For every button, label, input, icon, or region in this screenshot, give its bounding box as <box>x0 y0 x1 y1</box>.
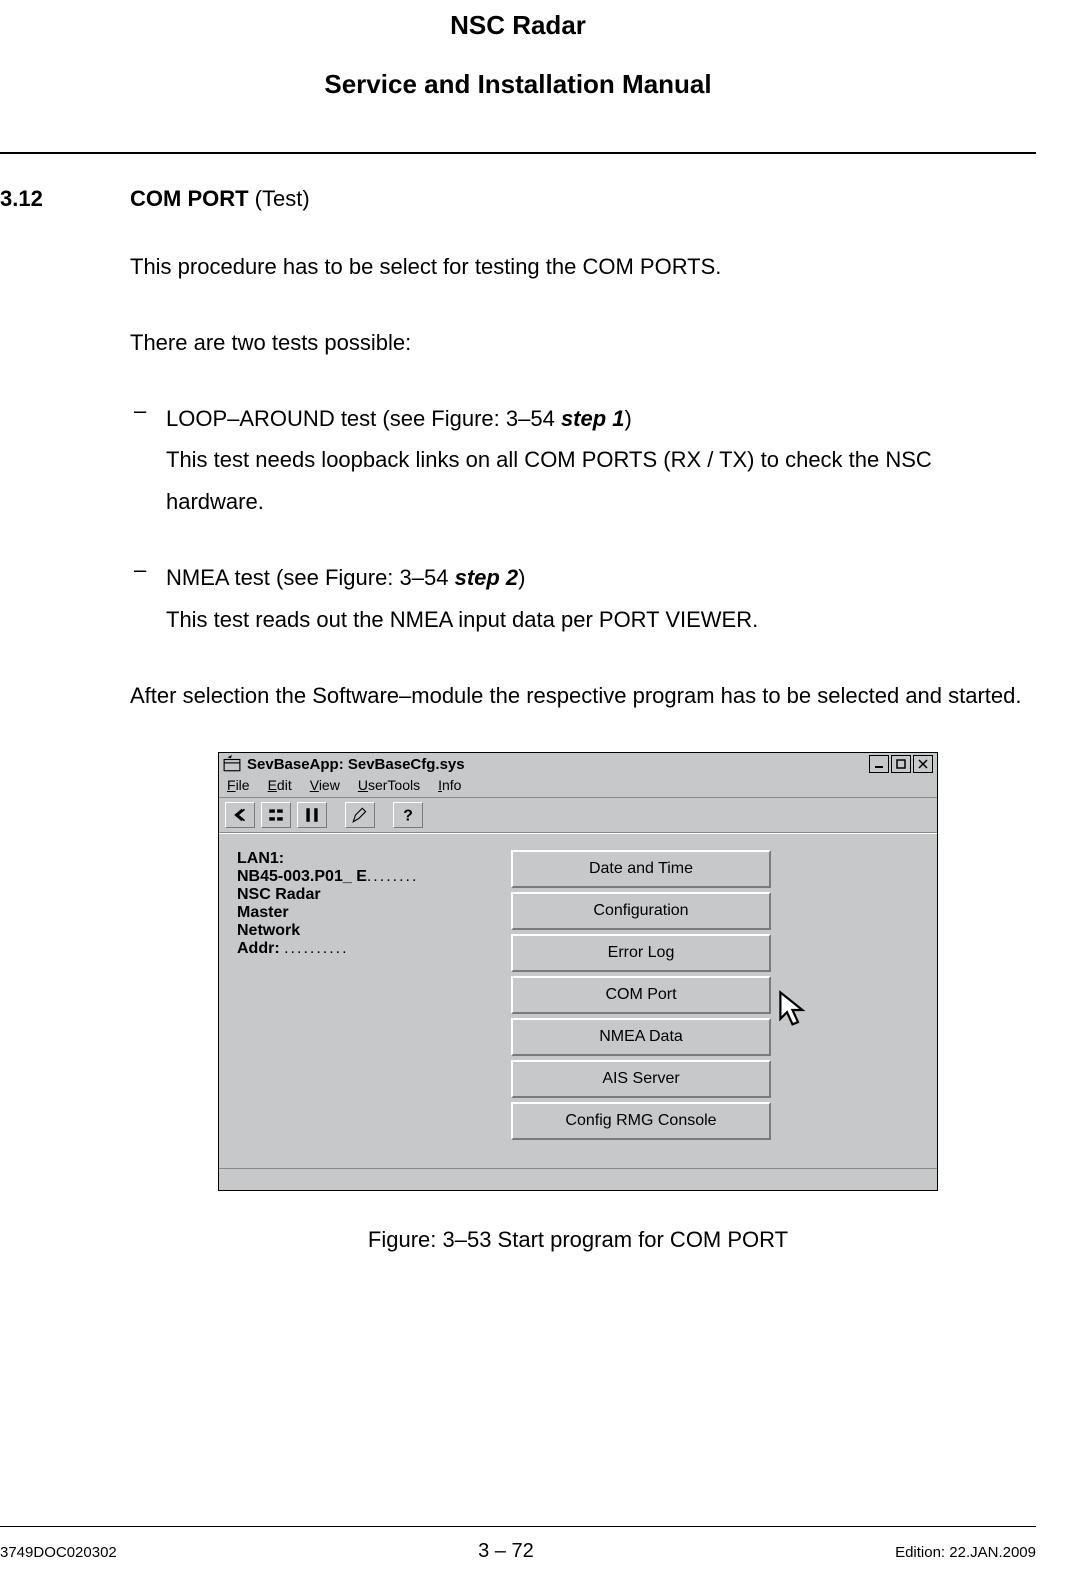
maximize-button[interactable] <box>891 755 911 773</box>
doc-subtitle: Service and Installation Manual <box>0 69 1036 100</box>
menu-edit[interactable]: Edit <box>268 777 292 793</box>
toolbar-back-button[interactable] <box>225 802 255 828</box>
toolbar-help-button[interactable]: ? <box>393 802 423 828</box>
client-area: LAN1: NB45-003.P01_ E........ NSC Radar … <box>219 833 937 1168</box>
menu-view[interactable]: View <box>310 777 340 793</box>
figure-caption: Figure: 3–53 Start program for COM PORT <box>130 1227 1026 1253</box>
page-footer: 3749DOC020302 3 – 72 Edition: 22.JAN.200… <box>0 1540 1036 1563</box>
doc-title: NSC Radar <box>0 10 1036 41</box>
configuration-button[interactable]: Configuration <box>511 892 771 930</box>
info-panel: LAN1: NB45-003.P01_ E........ NSC Radar … <box>237 850 487 1140</box>
menu-ut-r: serTools <box>368 777 420 793</box>
toolbar: ? <box>219 797 937 833</box>
bullet-1-strong: step 1 <box>561 406 625 431</box>
bullet-2-line1: NMEA test (see Figure: 3–54 step 2) <box>166 557 758 599</box>
app-window: SevBaseApp: SevBaseCfg.sys File Edit Vie… <box>218 752 938 1191</box>
section-number: 3.12 <box>0 186 130 212</box>
bullet-2-dash: – <box>130 557 166 641</box>
footer-center: 3 – 72 <box>478 1540 534 1563</box>
menu-usertools[interactable]: UserTools <box>358 777 420 793</box>
error-log-button[interactable]: Error Log <box>511 934 771 972</box>
info-addr: Addr: <box>237 940 280 957</box>
menu-view-r: iew <box>319 777 340 793</box>
info-nb-row: NB45-003.P01_ E........ <box>237 868 487 886</box>
toolbar-bars-button[interactable] <box>297 802 327 828</box>
intro-paragraph: This procedure has to be select for test… <box>130 246 1026 288</box>
menu-ut-u: U <box>358 777 368 793</box>
bullet-1-desc: This test needs loopback links on all CO… <box>166 439 1026 523</box>
button-panel: Date and Time Configuration Error Log CO… <box>511 850 771 1140</box>
com-port-button[interactable]: COM Port <box>511 976 771 1014</box>
figure-container: SevBaseApp: SevBaseCfg.sys File Edit Vie… <box>130 752 1026 1191</box>
bullet-2-strong: step 2 <box>455 565 519 590</box>
menu-file-u: F <box>227 777 236 793</box>
menu-info-r: nfo <box>442 777 461 793</box>
info-network: Network <box>237 922 487 940</box>
info-addr-dots: .......... <box>284 940 348 957</box>
menu-view-u: V <box>310 777 319 793</box>
info-master: Master <box>237 904 487 922</box>
info-nb-dots: ........ <box>367 868 419 885</box>
info-addr-row: Addr: .......... <box>237 940 487 958</box>
app-icon <box>223 755 241 773</box>
window-title: SevBaseApp: SevBaseCfg.sys <box>247 756 465 773</box>
section-heading: 3.12 COM PORT (Test) <box>0 186 1036 212</box>
info-nsc: NSC Radar <box>237 886 487 904</box>
menu-info[interactable]: Info <box>438 777 461 793</box>
menubar: File Edit View UserTools Info <box>219 775 937 797</box>
two-tests-paragraph: There are two tests possible: <box>130 322 1026 364</box>
status-strip <box>219 1168 937 1190</box>
minimize-button[interactable] <box>869 755 889 773</box>
bullet-2-lead: NMEA test (see Figure: 3–54 <box>166 565 455 590</box>
section-title-bold: COM PORT <box>130 186 249 211</box>
section-title: COM PORT (Test) <box>130 186 310 212</box>
after-selection-paragraph: After selection the Software–module the … <box>130 675 1026 717</box>
toolbar-grid-button[interactable] <box>261 802 291 828</box>
bullet-1: – LOOP–AROUND test (see Figure: 3–54 ste… <box>130 398 1026 523</box>
bullet-1-tail: ) <box>625 406 632 431</box>
config-rmg-button[interactable]: Config RMG Console <box>511 1102 771 1140</box>
header-rule <box>0 152 1036 154</box>
bullet-1-dash: – <box>130 398 166 523</box>
titlebar: SevBaseApp: SevBaseCfg.sys <box>219 753 937 775</box>
ais-server-button[interactable]: AIS Server <box>511 1060 771 1098</box>
close-button[interactable] <box>913 755 933 773</box>
menu-file[interactable]: File <box>227 777 250 793</box>
cursor-icon <box>776 988 820 1032</box>
footer-right: Edition: 22.JAN.2009 <box>895 1544 1036 1561</box>
footer-rule <box>0 1526 1036 1527</box>
svg-text:?: ? <box>403 808 413 824</box>
footer-left: 3749DOC020302 <box>0 1544 117 1561</box>
bullet-1-lead: LOOP–AROUND test (see Figure: 3–54 <box>166 406 561 431</box>
menu-file-r: ile <box>236 777 250 793</box>
menu-edit-u: E <box>268 777 277 793</box>
bullet-2: – NMEA test (see Figure: 3–54 step 2) Th… <box>130 557 1026 641</box>
menu-edit-r: dit <box>277 777 292 793</box>
info-nb: NB45-003.P01_ E <box>237 868 367 885</box>
bullet-1-line1: LOOP–AROUND test (see Figure: 3–54 step … <box>166 398 1026 440</box>
section-title-paren: (Test) <box>249 186 310 211</box>
toolbar-edit-button[interactable] <box>345 802 375 828</box>
info-lan: LAN1: <box>237 850 487 868</box>
date-time-button[interactable]: Date and Time <box>511 850 771 888</box>
bullet-2-desc: This test reads out the NMEA input data … <box>166 599 758 641</box>
bullet-2-tail: ) <box>518 565 525 590</box>
nmea-data-button[interactable]: NMEA Data <box>511 1018 771 1056</box>
